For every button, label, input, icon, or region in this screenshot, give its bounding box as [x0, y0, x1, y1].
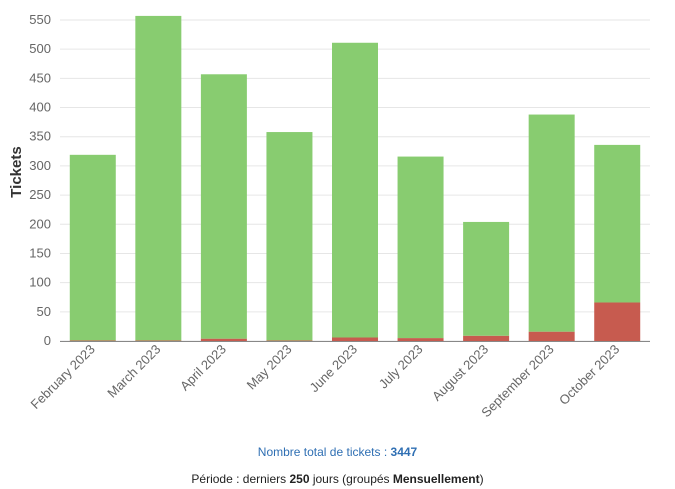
y-tick-label: 550: [29, 12, 51, 27]
bar-segment-red: [463, 335, 510, 341]
period-group: Mensuellement: [392, 472, 480, 486]
bar-segment-red: [200, 338, 247, 341]
total-label: Nombre total de tickets :: [257, 445, 391, 459]
bar-segment-green: [528, 114, 575, 332]
y-tick-label: 450: [29, 70, 51, 85]
period-suffix: ): [479, 472, 484, 486]
bar-segment-red: [528, 331, 575, 341]
x-tick-label: October 2023: [556, 342, 622, 408]
bar-segment-red: [69, 340, 116, 341]
y-axis-ticks: 0 50 100 150 200 250 300 350 400 450 500 550: [29, 12, 51, 348]
bar-segment-red: [397, 338, 444, 341]
bars: [69, 15, 641, 341]
y-tick-label: 100: [29, 275, 51, 290]
bar-segment-green: [463, 221, 510, 336]
bar-segment-red: [594, 302, 641, 341]
total-value: 3447: [390, 445, 418, 459]
y-tick-label: 0: [44, 333, 51, 348]
bar-segment-green: [594, 144, 641, 303]
y-tick-label: 150: [29, 245, 51, 260]
bar-segment-red: [135, 340, 182, 341]
y-tick-label: 50: [37, 304, 51, 319]
x-tick-label: March 2023: [104, 342, 163, 401]
bar-segment-red: [266, 340, 313, 341]
bar-segment-green: [200, 74, 247, 339]
x-tick-label: February 2023: [27, 342, 97, 412]
y-tick-label: 250: [29, 187, 51, 202]
y-axis-label: Tickets: [8, 146, 25, 197]
total-tickets: Nombre total de tickets : 3447: [0, 445, 675, 459]
y-tick-label: 300: [29, 158, 51, 173]
period-info: Période : derniers 250 jours (groupés Me…: [0, 472, 675, 486]
bar-segment-green: [266, 132, 313, 341]
x-tick-label: July 2023: [376, 342, 426, 392]
bar-segment-red: [332, 337, 378, 341]
y-tick-label: 200: [29, 216, 51, 231]
period-prefix: Période : derniers: [191, 472, 290, 486]
x-tick-label: April 2023: [177, 342, 229, 394]
x-tick-label: May 2023: [244, 342, 295, 393]
x-tick-label: June 2023: [307, 342, 361, 396]
bar-segment-green: [332, 42, 378, 338]
bar-segment-green: [135, 15, 182, 341]
period-mid: jours (groupés: [309, 472, 393, 486]
stacked-bar-chart: 0 50 100 150 200 250 300 350 400 450 500 550 Februa…: [8, 12, 650, 421]
x-axis-ticks: February 2023 March 2023 April 2023 May 202…: [27, 342, 622, 421]
y-tick-label: 500: [29, 41, 51, 56]
period-days: 250: [289, 472, 310, 486]
y-tick-label: 400: [29, 100, 51, 115]
y-tick-label: 350: [29, 129, 51, 144]
bar-segment-green: [397, 156, 444, 339]
x-tick-label: August 2023: [429, 342, 491, 404]
bar-segment-green: [69, 154, 116, 341]
